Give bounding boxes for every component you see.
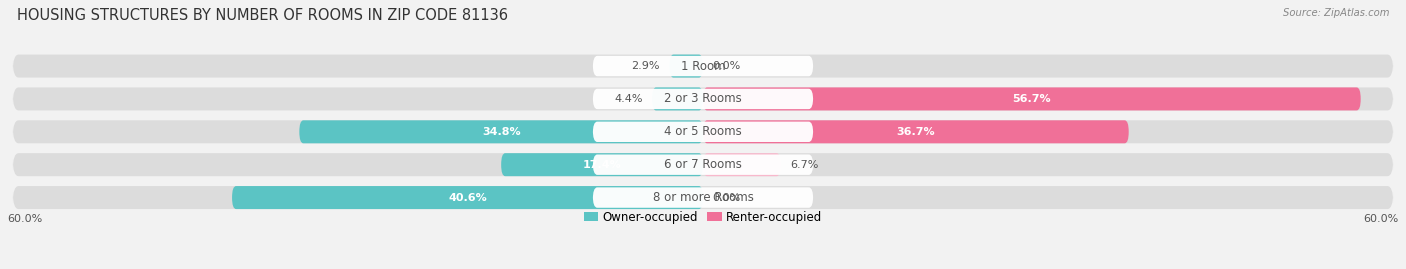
Text: 6.7%: 6.7% [790, 160, 818, 170]
Text: 56.7%: 56.7% [1012, 94, 1052, 104]
FancyBboxPatch shape [703, 120, 1129, 143]
Text: 8 or more Rooms: 8 or more Rooms [652, 191, 754, 204]
Text: 36.7%: 36.7% [897, 127, 935, 137]
Text: 60.0%: 60.0% [7, 214, 42, 224]
FancyBboxPatch shape [593, 187, 813, 208]
FancyBboxPatch shape [232, 186, 703, 209]
FancyBboxPatch shape [652, 87, 703, 111]
Text: 40.6%: 40.6% [449, 193, 486, 203]
Text: 2 or 3 Rooms: 2 or 3 Rooms [664, 93, 742, 105]
Text: 34.8%: 34.8% [482, 127, 520, 137]
Legend: Owner-occupied, Renter-occupied: Owner-occupied, Renter-occupied [583, 211, 823, 224]
Text: 6 or 7 Rooms: 6 or 7 Rooms [664, 158, 742, 171]
FancyBboxPatch shape [299, 120, 703, 143]
FancyBboxPatch shape [669, 55, 703, 77]
Text: 0.0%: 0.0% [713, 193, 741, 203]
FancyBboxPatch shape [13, 87, 1393, 111]
FancyBboxPatch shape [593, 122, 813, 142]
Text: 2.9%: 2.9% [631, 61, 659, 71]
FancyBboxPatch shape [501, 153, 703, 176]
FancyBboxPatch shape [593, 89, 813, 109]
Text: Source: ZipAtlas.com: Source: ZipAtlas.com [1282, 8, 1389, 18]
FancyBboxPatch shape [703, 153, 780, 176]
Text: 0.0%: 0.0% [713, 61, 741, 71]
FancyBboxPatch shape [703, 87, 1361, 111]
FancyBboxPatch shape [13, 186, 1393, 209]
Text: 17.4%: 17.4% [582, 160, 621, 170]
Text: 60.0%: 60.0% [1364, 214, 1399, 224]
FancyBboxPatch shape [593, 56, 813, 76]
FancyBboxPatch shape [13, 153, 1393, 176]
FancyBboxPatch shape [13, 120, 1393, 143]
Text: HOUSING STRUCTURES BY NUMBER OF ROOMS IN ZIP CODE 81136: HOUSING STRUCTURES BY NUMBER OF ROOMS IN… [17, 8, 508, 23]
FancyBboxPatch shape [593, 154, 813, 175]
Text: 1 Room: 1 Room [681, 59, 725, 73]
FancyBboxPatch shape [13, 55, 1393, 77]
Text: 4 or 5 Rooms: 4 or 5 Rooms [664, 125, 742, 138]
Text: 4.4%: 4.4% [614, 94, 643, 104]
